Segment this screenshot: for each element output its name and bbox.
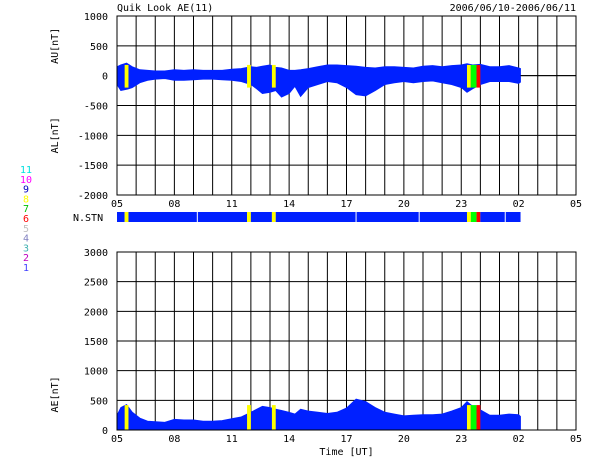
au-al-y-tick-label: 1000 [84, 12, 108, 23]
ae-x-tick-label: 17 [340, 434, 352, 445]
ae-y-tick-label: 500 [90, 396, 108, 407]
station-count-panel: N.STN [73, 212, 521, 224]
au-al-marker-yellow [124, 64, 129, 88]
station-key-entry: 8 [23, 194, 29, 205]
time-axis-label: Time [UT] [319, 447, 373, 458]
ae-y-tick-label: 3000 [84, 248, 108, 259]
station-key-entry: 1 [23, 263, 29, 274]
au-al-x-tick-label: 11 [226, 199, 238, 210]
au-al-envelope [116, 62, 521, 98]
ae-y-tick-label: 2500 [84, 278, 108, 289]
au-al-marker-yellow [271, 64, 276, 88]
ae-marker-yellow [124, 405, 129, 430]
au-al-y-tick-label: 500 [90, 42, 108, 53]
station-key-entry: 2 [23, 253, 29, 264]
station-count-segment-blue [128, 212, 248, 222]
au-al-y-tick-label: -1500 [78, 161, 108, 172]
au-al-x-tick-label: 02 [513, 199, 525, 210]
au-al-x-tick-label: 05 [570, 199, 582, 210]
station-key-entry: 11 [20, 165, 32, 176]
au-axis-label: AU[nT] [50, 28, 61, 64]
au-al-frame [116, 15, 577, 196]
ae-marker-red [476, 405, 481, 430]
au-al-marker-yellow [466, 64, 471, 88]
ae-y-tick-label: 1000 [84, 367, 108, 378]
station-key-entry: 5 [23, 224, 29, 235]
au-al-y-tick-label: -500 [84, 102, 108, 113]
station-count-segment-yellow [466, 212, 471, 222]
station-count-segment-yellow [124, 212, 129, 222]
al-axis-label: AL[nT] [50, 117, 61, 153]
ae-y-tick-label: 2000 [84, 307, 108, 318]
au-al-marker-yellow [247, 64, 251, 88]
station-count-label: N.STN [73, 213, 103, 224]
ae-y-tick-label: 0 [102, 426, 108, 437]
station-key-entry: 10 [20, 175, 32, 186]
station-count-segment-blue [117, 212, 125, 222]
ae-x-tick-label: 02 [513, 434, 525, 445]
ae-x-tick-label: 05 [570, 434, 582, 445]
ae-frame [116, 251, 577, 431]
ae-x-tick-label: 05 [111, 434, 123, 445]
ae-y-tick-label: 1500 [84, 337, 108, 348]
ae-marker-yellow [271, 405, 276, 430]
station-key-entry: 7 [23, 204, 29, 215]
station-count-segment-blue [250, 212, 272, 222]
au-al-x-tick-label: 08 [168, 199, 180, 210]
station-key-entry: 3 [23, 243, 29, 254]
chart-title: Quik Look AE(11) [117, 3, 213, 14]
au-al-y-tick-label: -2000 [78, 191, 108, 202]
station-count-segment-blue [275, 212, 467, 222]
au-al-y-tick-label: 0 [102, 72, 108, 83]
au-al-y-tick-label: -1000 [78, 131, 108, 142]
station-key-entry: 4 [23, 234, 29, 245]
ae-area [116, 398, 521, 431]
au-al-x-tick-label: 20 [398, 199, 410, 210]
au-al-x-tick-label: 17 [340, 199, 352, 210]
au-al-x-tick-label: 05 [111, 199, 123, 210]
station-count-segment-red [476, 212, 481, 222]
station-count-segment-yellow [271, 212, 276, 222]
au-al-marker-green [470, 64, 477, 88]
ae-marker-yellow [247, 405, 251, 430]
station-key-entry: 9 [23, 185, 29, 196]
au-al-x-tick-label: 14 [283, 199, 295, 210]
station-count-segment-blue [480, 212, 521, 222]
ae-x-tick-label: 20 [398, 434, 410, 445]
station-count-segment-green [470, 212, 477, 222]
date-range: 2006/06/10-2006/06/11 [450, 3, 576, 14]
ae-x-tick-label: 11 [226, 434, 238, 445]
ae-marker-yellow [466, 405, 471, 430]
ae-axis-label: AE[nT] [50, 376, 61, 412]
ae-x-tick-label: 08 [168, 434, 180, 445]
station-count-segment-yellow [247, 212, 251, 222]
au-al-marker-red [476, 64, 481, 88]
ae-marker-green [470, 405, 477, 430]
ae-x-tick-label: 23 [455, 434, 467, 445]
station-key-entry: 6 [23, 214, 29, 225]
ae-x-tick-label: 14 [283, 434, 295, 445]
au-al-x-tick-label: 23 [455, 199, 467, 210]
